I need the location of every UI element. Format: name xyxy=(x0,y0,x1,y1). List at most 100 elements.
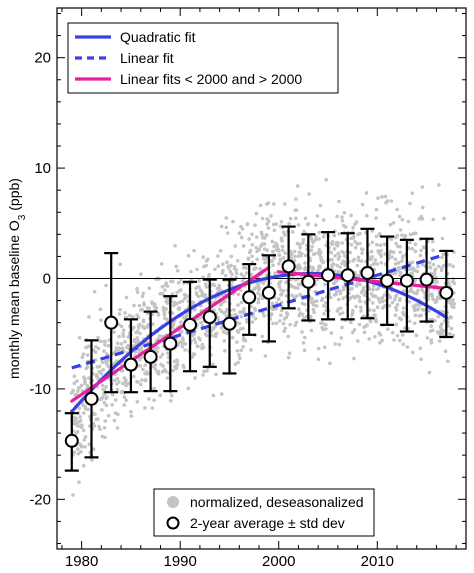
scatter-point xyxy=(388,250,393,254)
scatter-point xyxy=(241,326,245,331)
scatter-point xyxy=(177,306,182,310)
scatter-point xyxy=(380,195,384,199)
scatter-point xyxy=(446,359,450,364)
scatter-point xyxy=(98,339,103,344)
scatter-point xyxy=(432,271,437,275)
scatter-point xyxy=(93,350,98,355)
scatter-point xyxy=(440,255,444,260)
scatter-point xyxy=(135,286,139,291)
average-marker xyxy=(261,285,276,300)
scatter-point xyxy=(78,415,82,419)
scatter-point xyxy=(340,241,345,245)
scatter-point xyxy=(321,327,326,332)
scatter-point xyxy=(314,304,319,308)
scatter-point xyxy=(330,266,334,270)
average-marker xyxy=(399,273,414,288)
average-point-group xyxy=(143,310,158,393)
scatter-point xyxy=(81,352,86,357)
scatter-point xyxy=(113,398,118,402)
scatter-point xyxy=(329,251,334,255)
scatter-point xyxy=(173,244,177,248)
scatter-point xyxy=(393,257,398,262)
scatter-point xyxy=(290,230,295,234)
scatter-point xyxy=(287,221,291,226)
scatter-point xyxy=(104,385,108,389)
scatter-point xyxy=(236,259,240,263)
scatter-point xyxy=(340,215,344,219)
scatter-point xyxy=(162,313,167,317)
average-point-group xyxy=(242,263,257,336)
scatter-point xyxy=(337,297,341,302)
scatter-point xyxy=(375,262,380,266)
scatter-point xyxy=(333,342,338,346)
scatter-point xyxy=(112,378,117,383)
scatter-point xyxy=(223,348,227,353)
scatter-point xyxy=(139,272,143,277)
average-point-group xyxy=(439,249,454,339)
scatter-point xyxy=(205,369,209,373)
scatter-point xyxy=(300,252,304,256)
scatter-point xyxy=(155,350,159,354)
scatter-point xyxy=(351,308,355,313)
scatter-point xyxy=(110,392,115,397)
scatter-point xyxy=(171,368,176,373)
scatter-point xyxy=(269,312,274,316)
average-marker xyxy=(202,310,217,325)
scatter-point xyxy=(106,413,111,418)
marker-legend-label: normalized, deseasonalized xyxy=(190,494,364,510)
scatter-point xyxy=(332,233,337,238)
scatter-point xyxy=(258,293,263,298)
scatter-point xyxy=(79,445,84,449)
scatter-point xyxy=(120,368,125,373)
scatter-point xyxy=(260,216,265,221)
scatter-point xyxy=(387,303,392,308)
scatter-point xyxy=(336,241,341,245)
scatter-point xyxy=(302,316,306,320)
average-marker xyxy=(104,315,119,330)
scatter-point xyxy=(203,282,208,287)
scatter-point xyxy=(192,332,197,336)
scatter-point xyxy=(283,251,288,255)
scatter-point xyxy=(335,263,339,268)
scatter-point xyxy=(180,329,184,334)
scatter-point xyxy=(375,305,380,310)
scatter-point xyxy=(121,328,126,333)
average-point-group xyxy=(123,318,138,394)
scatter-point xyxy=(413,249,418,254)
scatter-point xyxy=(216,318,221,323)
scatter-point xyxy=(401,306,406,310)
scatter-point xyxy=(408,240,412,245)
scatter-point xyxy=(324,323,328,327)
scatter-point xyxy=(335,244,340,248)
scatter-point xyxy=(283,326,288,331)
scatter-point xyxy=(192,248,196,253)
scatter-point xyxy=(79,425,84,430)
scatter-point xyxy=(403,234,408,238)
scatter-point xyxy=(133,350,138,354)
scatter-point xyxy=(337,199,341,204)
scatter-point xyxy=(96,417,100,421)
scatter-point xyxy=(77,385,82,390)
scatter-point xyxy=(370,254,374,259)
scatter-point xyxy=(298,245,302,250)
scatter-point xyxy=(388,222,393,227)
scatter-point xyxy=(398,245,402,249)
scatter-point xyxy=(379,261,384,265)
scatter-point xyxy=(254,235,259,239)
scatter-point xyxy=(294,216,298,221)
scatter-point xyxy=(196,344,200,349)
scatter-point xyxy=(337,342,342,347)
scatter-point xyxy=(298,266,303,270)
scatter-point xyxy=(228,269,233,274)
scatter-point xyxy=(175,290,179,295)
scatter-point xyxy=(79,450,83,454)
scatter-point xyxy=(428,266,433,270)
scatter-point xyxy=(229,263,233,268)
scatter-point xyxy=(281,256,286,260)
scatter-point xyxy=(242,307,246,311)
scatter-point xyxy=(181,338,185,343)
scatter-point xyxy=(354,304,358,309)
scatter-point xyxy=(311,303,316,307)
scatter-point xyxy=(93,412,97,417)
scatter-point xyxy=(350,286,354,291)
